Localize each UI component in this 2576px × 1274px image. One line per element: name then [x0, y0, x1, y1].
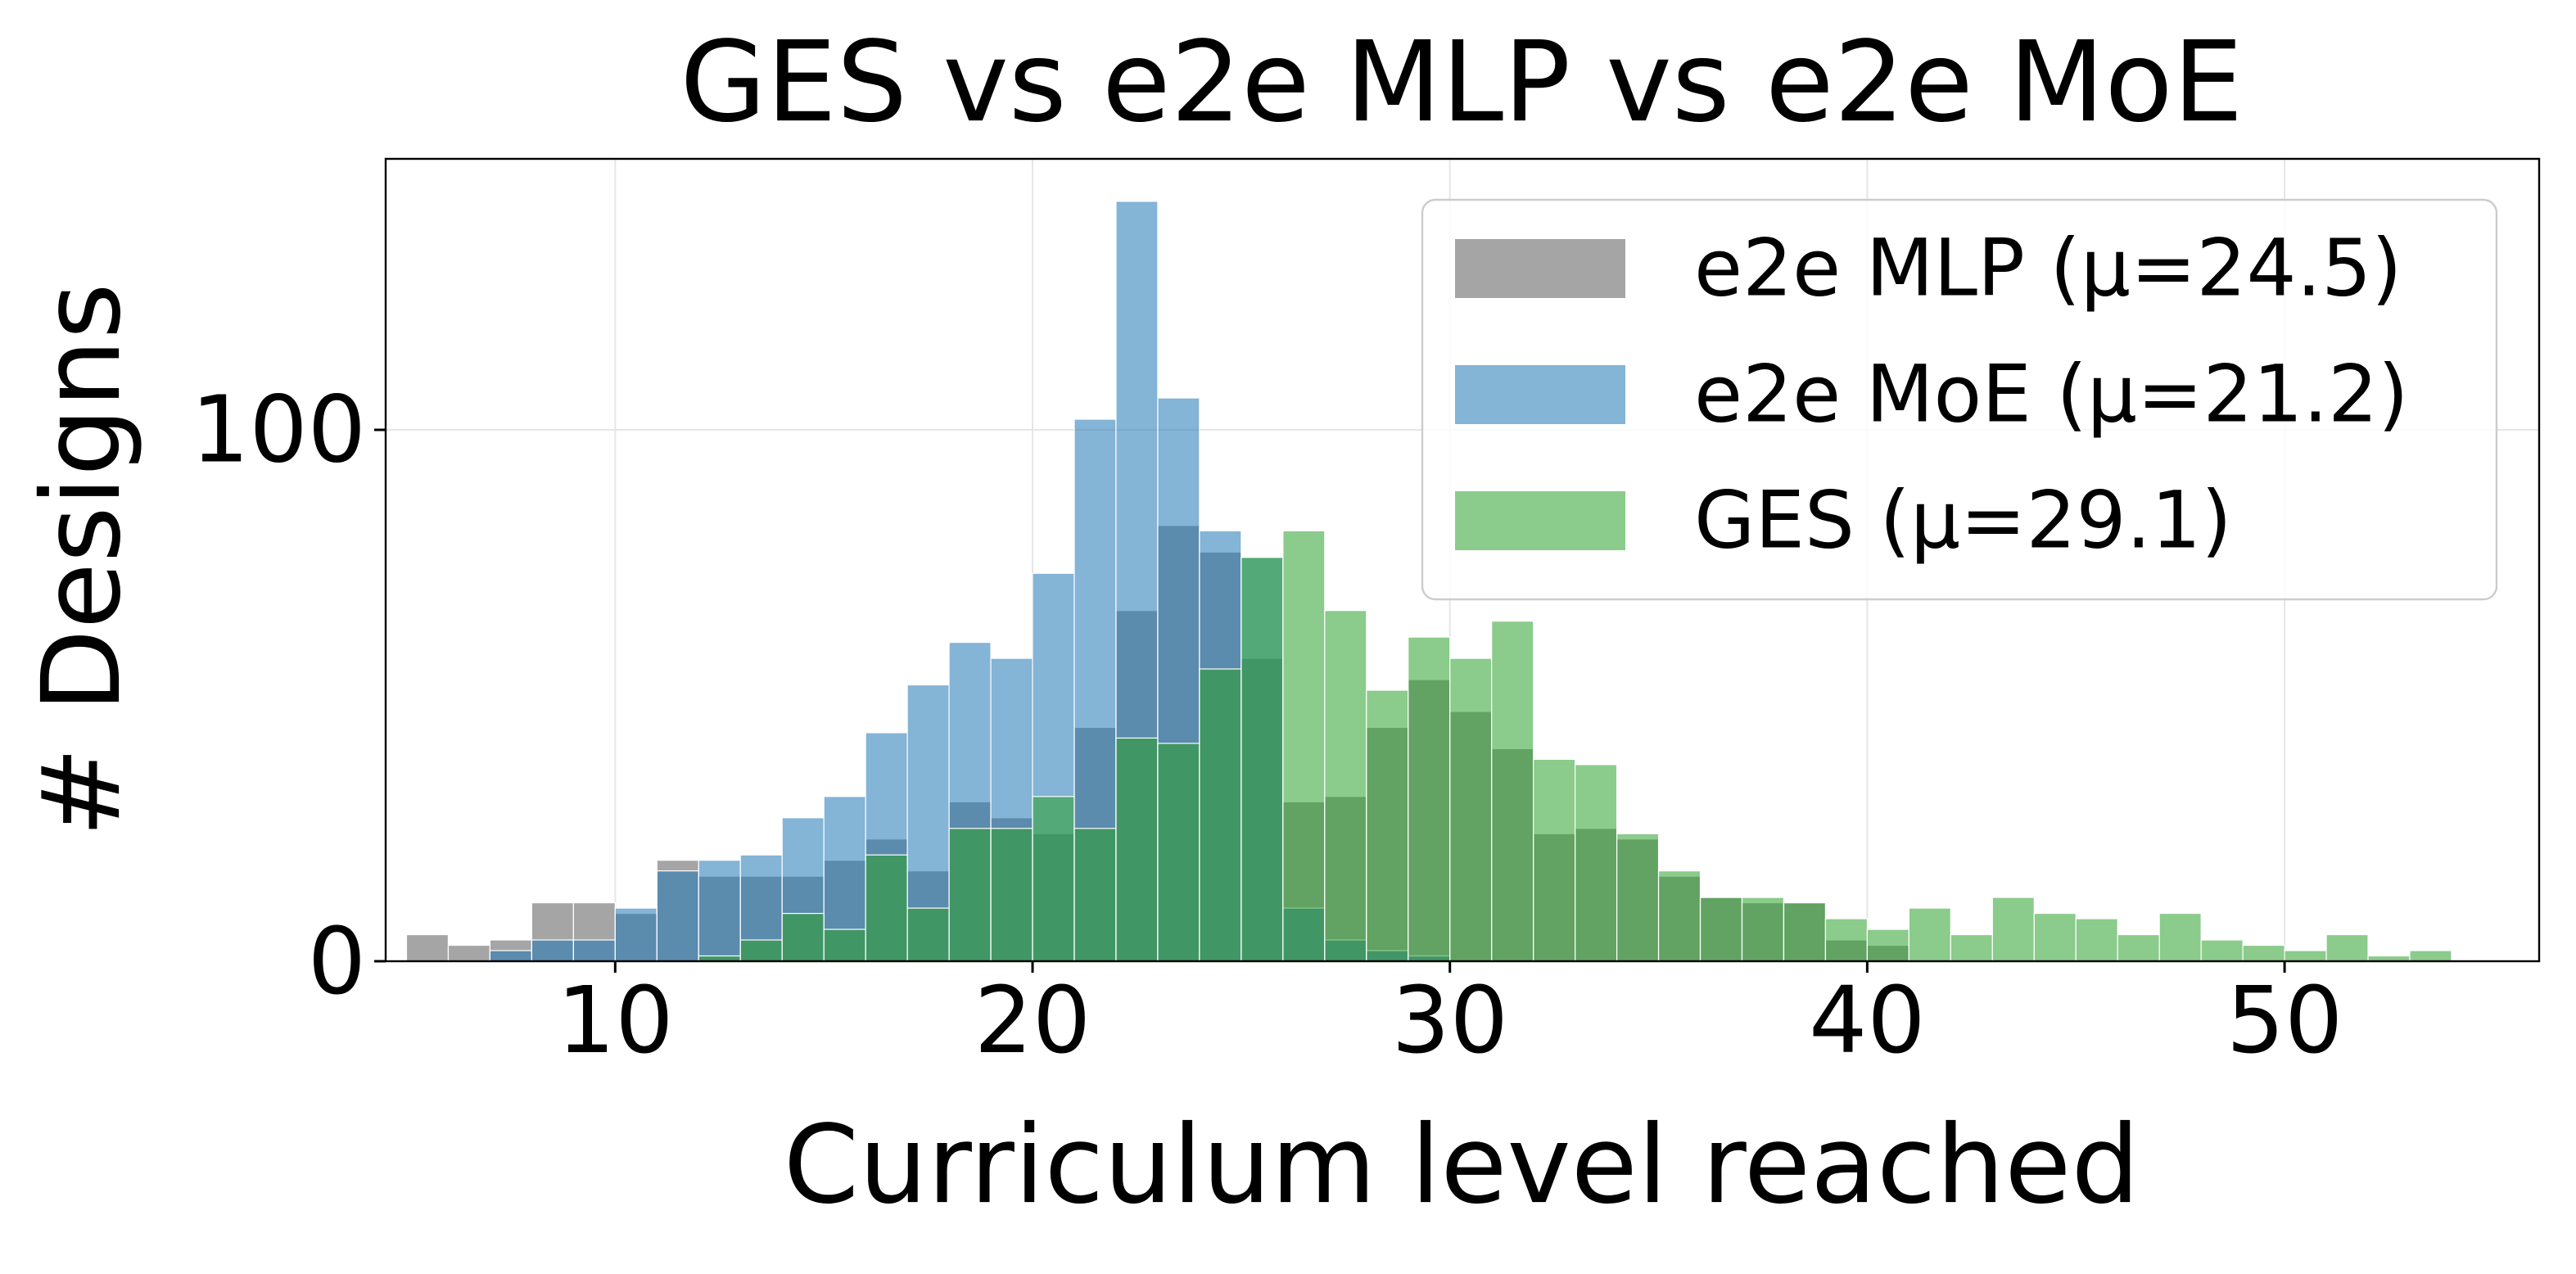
histogram-bar — [2117, 933, 2160, 962]
histogram-bar — [531, 939, 574, 962]
histogram-bar — [990, 828, 1033, 962]
histogram-bar — [1991, 897, 2035, 962]
histogram-bar — [1783, 902, 1827, 962]
x-tick-label: 20 — [974, 968, 1091, 1074]
histogram-bar — [823, 928, 866, 962]
histogram-bar — [1032, 796, 1075, 962]
histogram-bar — [1408, 636, 1451, 962]
legend-swatch — [1455, 239, 1625, 298]
histogram-bar — [1824, 918, 1868, 962]
histogram-bar — [447, 944, 491, 962]
x-axis-label: Curriculum level reached — [784, 1102, 2140, 1228]
histogram-bar — [2075, 918, 2118, 962]
histogram-bar — [1950, 933, 1993, 962]
histogram-bar — [2284, 950, 2327, 962]
histogram-bar — [1616, 833, 1660, 962]
histogram-bar — [656, 870, 699, 962]
histogram-bar — [1115, 737, 1159, 962]
x-tick-label: 40 — [1809, 968, 1926, 1074]
histogram-bar — [2033, 912, 2077, 962]
histogram-bar — [948, 828, 992, 962]
legend-frame — [1421, 198, 2498, 601]
chart-title: GES vs e2e MLP vs e2e MoE — [680, 18, 2243, 147]
legend-swatch — [1455, 365, 1625, 424]
histogram-bar — [1324, 610, 1367, 962]
histogram-bar — [1449, 657, 1493, 962]
histogram-bar — [698, 860, 741, 962]
histogram-bar — [1866, 928, 1909, 962]
y-axis-label: # Designs — [19, 282, 145, 837]
y-tick-label: 0 — [308, 909, 366, 1015]
legend-label: e2e MLP (μ=24.5) — [1694, 222, 2402, 314]
histogram-bar — [2242, 944, 2285, 962]
histogram-bar — [2325, 933, 2369, 962]
histogram-bar — [1657, 870, 1702, 962]
legend-swatch — [1455, 491, 1625, 550]
histogram-bar — [2200, 939, 2244, 962]
histogram-bar — [1575, 764, 1618, 962]
plot-frame — [384, 157, 2541, 963]
histogram-bar — [2158, 912, 2202, 962]
x-tick-label: 10 — [557, 968, 674, 1074]
histogram-bar — [572, 939, 616, 962]
histogram-bar — [781, 912, 825, 962]
histogram-bar — [1157, 743, 1200, 962]
legend: e2e MLP (μ=24.5) e2e MoE (μ=21.2) GES (μ=2… — [1421, 198, 2498, 601]
legend-label: e2e MoE (μ=21.2) — [1694, 348, 2409, 440]
histogram-bar — [1908, 907, 1951, 962]
histogram-bar — [1282, 530, 1326, 962]
histogram-bar — [614, 907, 658, 962]
y-tick-label: 100 — [191, 377, 366, 484]
histogram-bar — [865, 854, 908, 962]
histogram-bar — [1533, 758, 1576, 962]
histogram-bar — [2409, 950, 2452, 962]
x-tick-label: 30 — [1391, 968, 1508, 1074]
x-tick-label: 50 — [2226, 968, 2343, 1074]
histogram-bar — [1491, 621, 1534, 962]
histogram-bar — [1699, 897, 1743, 962]
histogram-bar — [1741, 897, 1785, 962]
histogram-bar — [1366, 689, 1409, 962]
legend-label: GES (μ=29.1) — [1694, 474, 2232, 566]
histogram-bar — [1199, 668, 1242, 962]
histogram-bar — [1073, 828, 1117, 962]
histogram-bar — [1241, 557, 1284, 962]
histogram-bar — [405, 933, 450, 962]
histogram-bar — [906, 907, 950, 962]
histogram-bar — [489, 950, 532, 962]
histogram-bar — [739, 939, 783, 962]
